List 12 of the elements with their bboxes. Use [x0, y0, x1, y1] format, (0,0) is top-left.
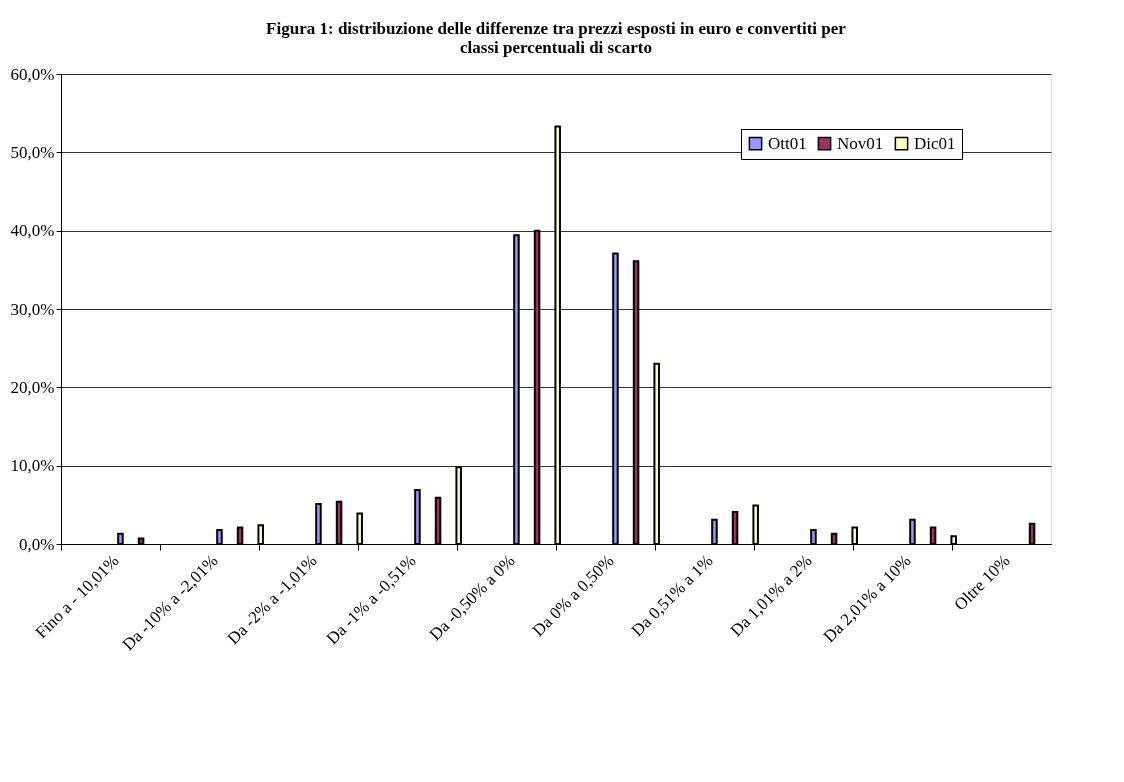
x-tick-label: Oltre 10%	[950, 551, 1014, 615]
legend-label: Ott01	[768, 133, 807, 153]
y-tick-label: 20,0%	[10, 377, 55, 397]
y-tick-label: 50,0%	[10, 142, 55, 162]
legend-label: Nov01	[837, 133, 884, 153]
y-tick-label: 30,0%	[10, 299, 55, 319]
y-tick-label: 40,0%	[10, 221, 55, 241]
y-tick-label: 60,0%	[10, 64, 55, 84]
legend-label: Dic01	[914, 133, 956, 153]
y-tick-label: 10,0%	[10, 456, 55, 476]
y-tick-label: 0,0%	[19, 534, 55, 554]
chart-title: Figura 1: distribuzione delle differenze tra prezzi esposti in euro e convertiti per classi percentuali di scarto	[266, 19, 847, 57]
